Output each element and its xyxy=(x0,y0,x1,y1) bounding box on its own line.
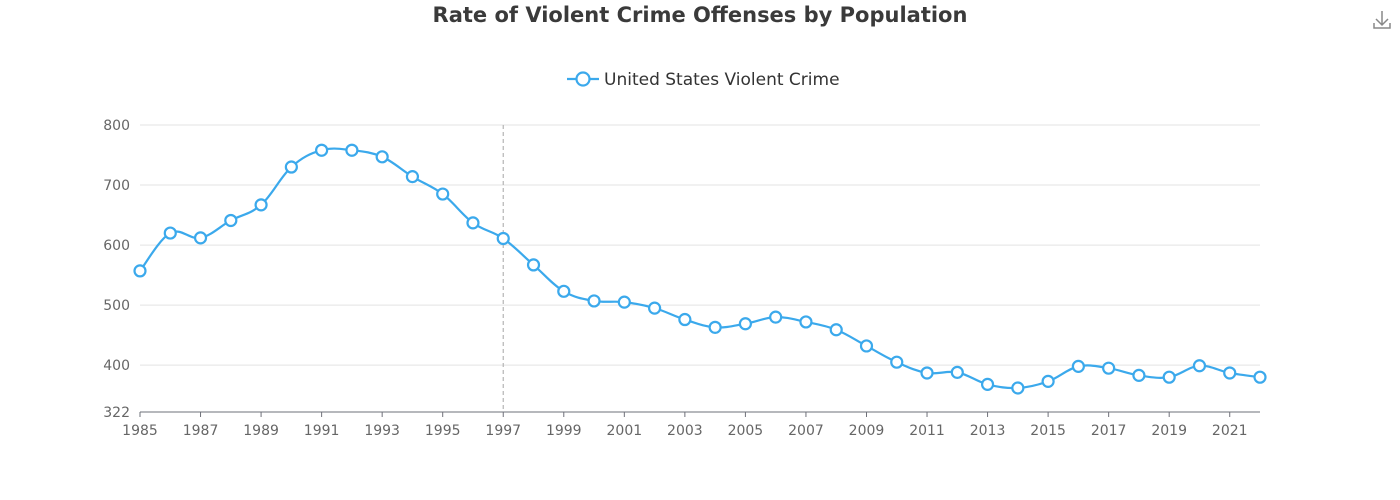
data-point[interactable] xyxy=(738,317,753,331)
x-tick-label: 2003 xyxy=(667,423,703,439)
x-tick-label: 2005 xyxy=(728,423,764,439)
y-tick-label: 700 xyxy=(103,178,130,194)
data-point[interactable] xyxy=(859,339,874,353)
data-point[interactable] xyxy=(647,301,662,315)
data-point[interactable] xyxy=(193,231,208,245)
data-point[interactable] xyxy=(436,187,450,201)
download-icon[interactable] xyxy=(1373,11,1391,29)
data-point[interactable] xyxy=(315,143,329,157)
legend[interactable]: United States Violent Crime xyxy=(567,70,840,90)
x-tick-label: 2009 xyxy=(849,423,885,439)
data-point[interactable] xyxy=(980,377,995,391)
data-point[interactable] xyxy=(1162,370,1176,384)
download-tray xyxy=(1373,23,1391,29)
data-point[interactable] xyxy=(163,226,177,240)
x-axis: 1985 1987 1989 1991 1993 1995 1997 1999 2001 2003… xyxy=(122,411,1260,439)
y-axis-labels: 322 400 500 600 700 800 xyxy=(103,118,130,421)
y-tick-label: 500 xyxy=(103,298,130,314)
data-point[interactable] xyxy=(587,294,601,308)
data-point[interactable] xyxy=(375,150,389,164)
data-point[interactable] xyxy=(950,365,964,379)
x-tick-label: 1987 xyxy=(183,423,219,439)
data-point[interactable] xyxy=(284,160,298,174)
data-point[interactable] xyxy=(254,198,268,212)
data-point[interactable] xyxy=(829,323,843,337)
data-point[interactable] xyxy=(920,366,934,380)
data-points[interactable] xyxy=(133,143,1267,395)
data-point[interactable] xyxy=(799,315,813,329)
y-tick-label: 600 xyxy=(103,238,130,254)
x-tick-label: 1989 xyxy=(243,423,279,439)
x-tick-label: 1993 xyxy=(364,423,400,439)
data-point[interactable] xyxy=(496,231,510,246)
x-tick-label: 2017 xyxy=(1091,423,1127,439)
data-point[interactable] xyxy=(708,320,722,334)
data-point[interactable] xyxy=(1192,359,1207,373)
x-tick-label: 1999 xyxy=(546,423,582,439)
x-tick-label: 2011 xyxy=(909,423,945,439)
y-tick-label: 322 xyxy=(103,405,130,421)
data-point[interactable] xyxy=(1011,381,1025,395)
data-point[interactable] xyxy=(1071,359,1085,373)
series-line-group xyxy=(139,147,1261,390)
data-point[interactable] xyxy=(526,258,541,272)
data-point[interactable] xyxy=(405,170,420,184)
legend-label[interactable]: United States Violent Crime xyxy=(604,70,840,90)
data-point[interactable] xyxy=(466,216,480,230)
y-tick-label: 400 xyxy=(103,358,130,374)
data-point[interactable] xyxy=(617,295,631,309)
download-button[interactable] xyxy=(1373,11,1391,29)
data-point[interactable] xyxy=(1041,374,1055,388)
y-tick-label: 800 xyxy=(103,118,130,134)
data-point[interactable] xyxy=(1102,361,1116,375)
data-point[interactable] xyxy=(133,264,147,278)
data-point[interactable] xyxy=(1223,366,1237,380)
data-point[interactable] xyxy=(1253,370,1267,384)
x-tick-label: 1991 xyxy=(304,423,340,439)
x-tick-label: 1985 xyxy=(122,423,158,439)
x-tick-label: 2021 xyxy=(1212,423,1248,439)
data-point[interactable] xyxy=(1132,368,1146,382)
data-point[interactable] xyxy=(678,312,692,327)
data-point[interactable] xyxy=(345,143,359,157)
x-tick-label: 2001 xyxy=(607,423,643,439)
x-tick-label: 2015 xyxy=(1030,423,1066,439)
chart-title: Rate of Violent Crime Offenses by Popula… xyxy=(433,3,968,27)
series-line xyxy=(139,147,1261,390)
data-point[interactable] xyxy=(890,355,904,369)
x-tick-label: 2013 xyxy=(970,423,1006,439)
grid-lines xyxy=(140,124,1260,366)
legend-marker xyxy=(575,71,591,87)
x-tick-label: 1995 xyxy=(425,423,461,439)
data-point[interactable] xyxy=(224,213,238,228)
x-tick-label: 1997 xyxy=(485,423,521,439)
x-tick-label: 2007 xyxy=(788,423,824,439)
data-point[interactable] xyxy=(557,284,571,298)
x-tick-label: 2019 xyxy=(1151,423,1187,439)
data-point[interactable] xyxy=(769,310,783,324)
download-arrow xyxy=(1375,11,1389,27)
